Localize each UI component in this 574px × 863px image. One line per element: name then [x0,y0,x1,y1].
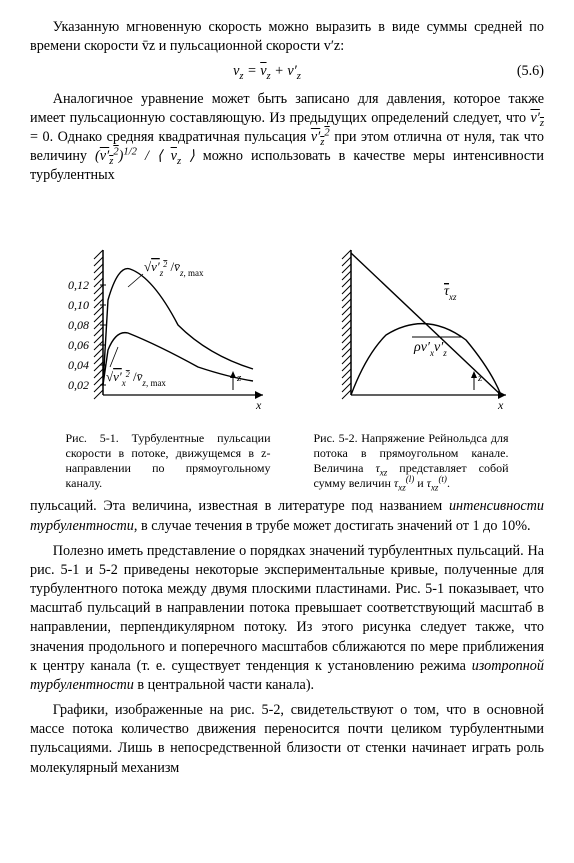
paragraph-2: Аналогичное уравнение может быть записан… [30,90,544,186]
label-bot: √v′x2 /v̄z, max [106,347,166,388]
equation: vz = vz + v′z [30,62,504,81]
text: = 0. Однако средняя квадратичная пульсац… [30,129,311,145]
figure-5-2-plot: x z τxz ρv′xv′z [306,195,516,425]
curve-vz [103,269,253,385]
figure-5-2-caption: Рис. 5-2. Напряжение Рейнольдса для пото… [314,431,509,491]
svg-text:ρv′xv′z: ρv′xv′z [413,340,447,358]
paragraph-3: пульсаций. Эта величина, известная в лит… [30,497,544,535]
figure-5-2: x z τxz ρv′xv′z Рис. 5-2. Напряжение Рей… [306,195,516,491]
equation-number: (5.6) [504,62,544,81]
reynolds-curve [351,324,501,395]
label-tau: τxz [444,284,457,302]
figure-5-1-caption: Рис. 5-1. Турбулентные пульсации скорост… [66,431,271,491]
paragraph-intro: Указанную мгновенную скорость можно выра… [30,18,544,56]
paragraph-5: Графики, изображенные на рис. 5-2, свиде… [30,701,544,778]
svg-text:0,10: 0,10 [68,298,89,312]
x-label: x [255,398,262,412]
label-rho: ρv′xv′z [412,337,462,358]
svg-text:τxz: τxz [444,284,457,302]
svg-text:0,04: 0,04 [68,358,89,372]
svg-text:0,08: 0,08 [68,318,89,332]
figures-row: x z 0,020,040,060,080,100,12 √v′z2 /v̄z,… [30,195,544,491]
svg-text:√v′x2 /v̄z, max: √v′x2 /v̄z, max [106,369,166,388]
paragraph-4: Полезно иметь представление о порядках з… [30,542,544,695]
x-label: x [497,398,504,412]
svg-text:√v′z2 /v̄z, max: √v′z2 /v̄z, max [144,259,204,278]
svg-text:0,12: 0,12 [68,278,89,292]
svg-text:0,02: 0,02 [68,378,89,392]
figure-5-1: x z 0,020,040,060,080,100,12 √v′z2 /v̄z,… [58,195,278,491]
equation-row: vz = vz + v′z (5.6) [30,62,544,81]
figure-5-1-plot: x z 0,020,040,060,080,100,12 √v′z2 /v̄z,… [58,195,278,425]
svg-text:0,06: 0,06 [68,338,89,352]
label-top: √v′z2 /v̄z, max [128,259,204,287]
hatching [342,250,351,399]
text: Аналогичное уравнение может быть записан… [30,91,544,126]
